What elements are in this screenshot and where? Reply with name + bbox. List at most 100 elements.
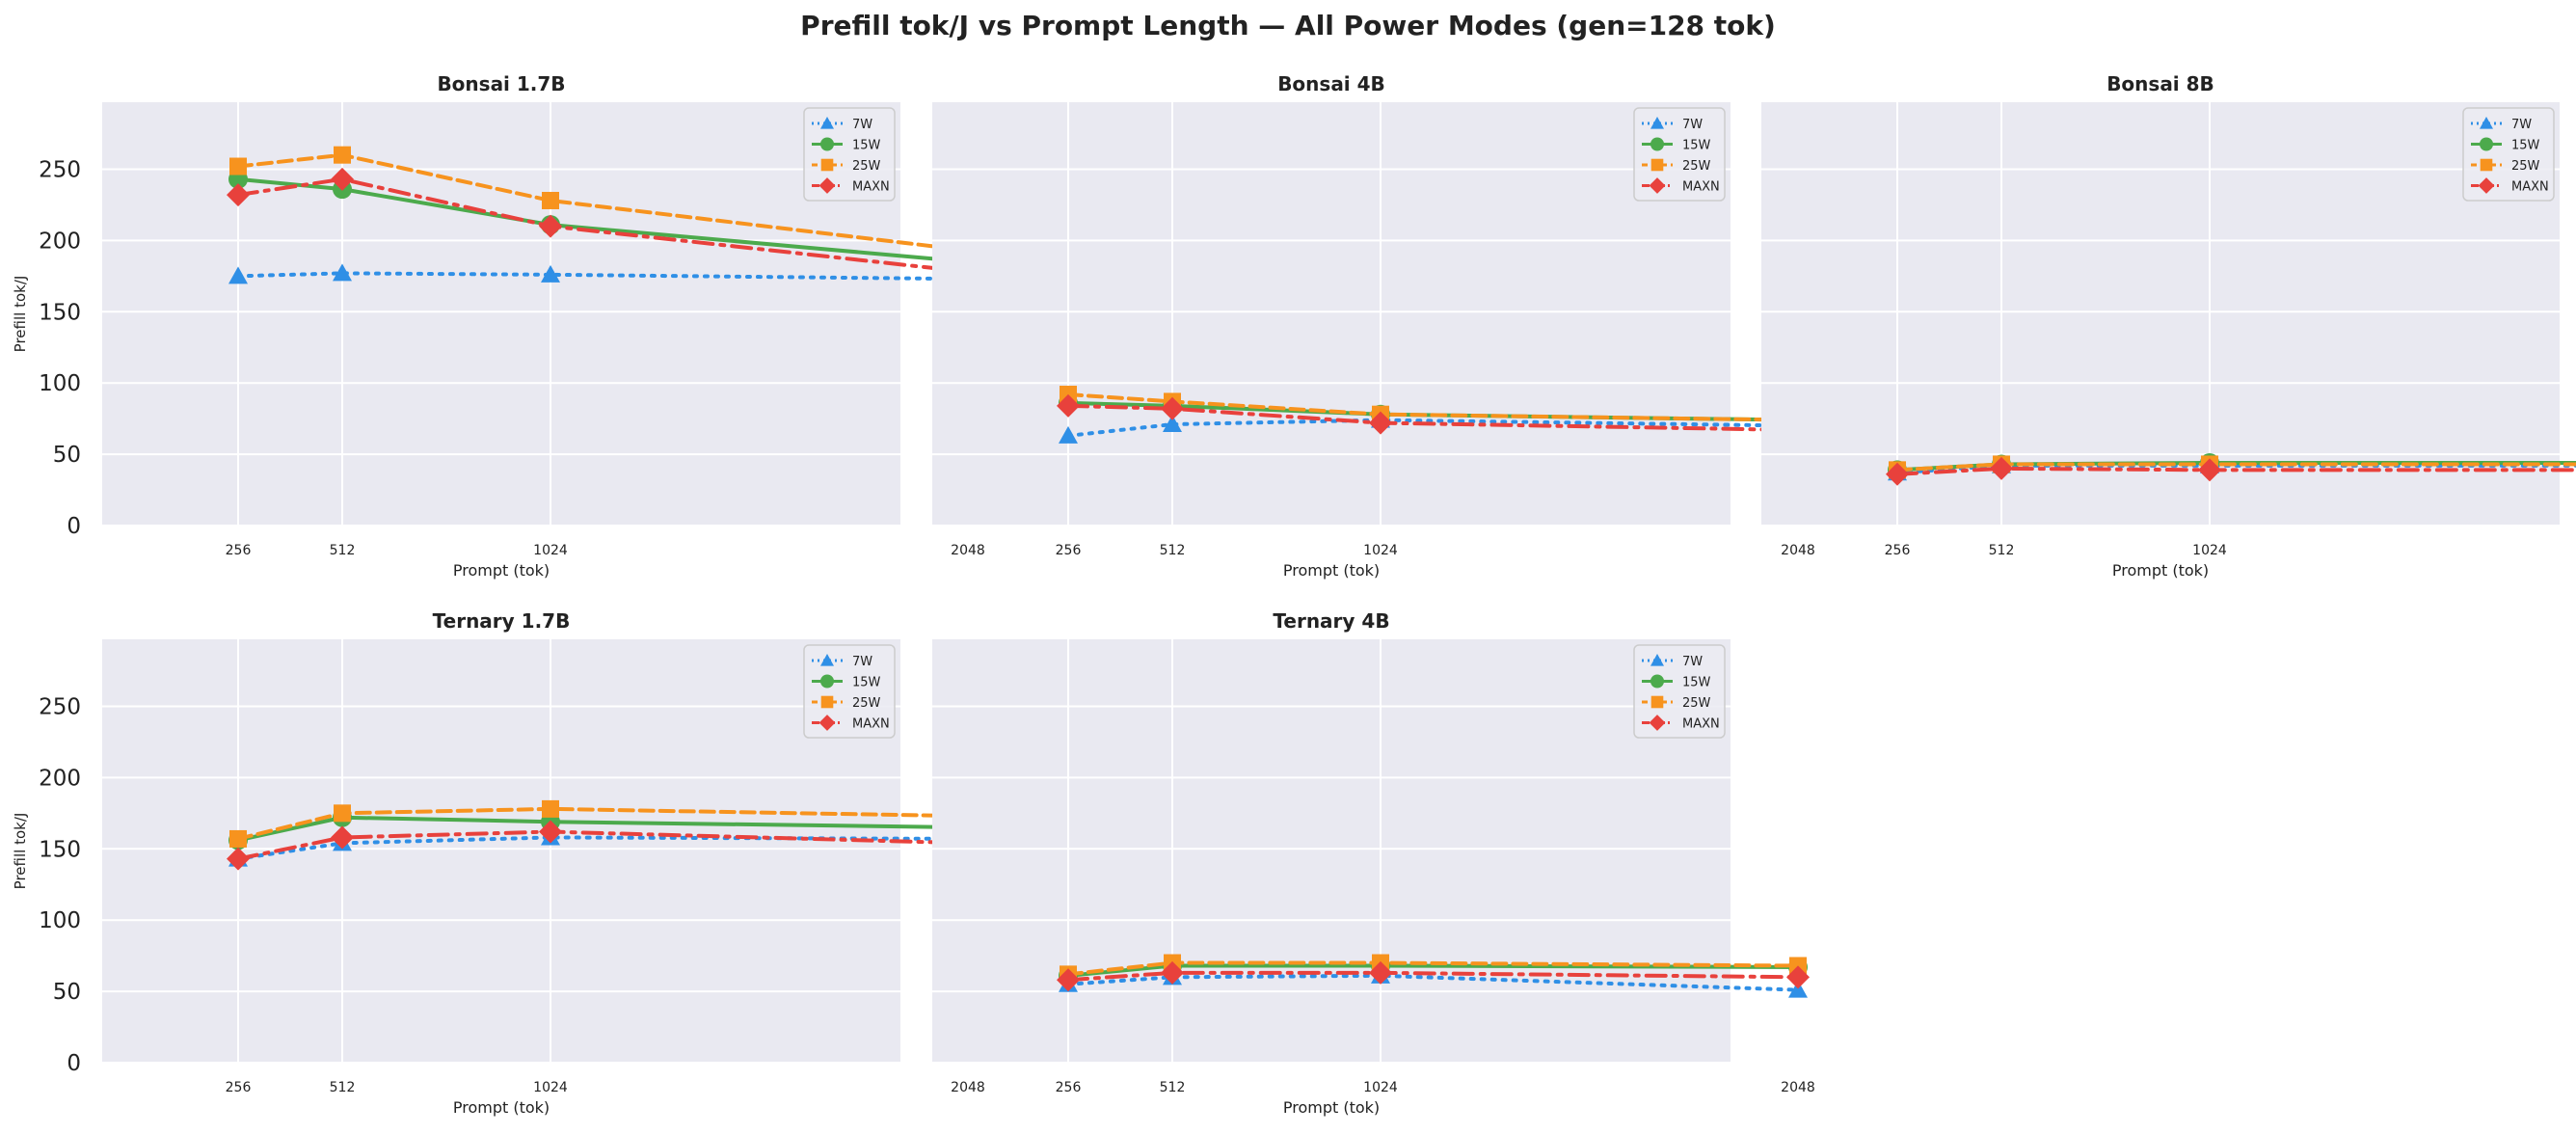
legend-label: 25W <box>1682 696 1711 711</box>
data-point-maxn <box>539 214 562 238</box>
data-point-maxn <box>539 820 562 844</box>
legend-marker-7w <box>2480 117 2493 129</box>
legend-marker-7w <box>1650 117 1664 129</box>
data-point-7w <box>1163 415 1182 433</box>
series-line-7w <box>236 835 970 861</box>
series-line-25w <box>236 806 970 841</box>
series-line-maxn <box>1066 403 1800 432</box>
x-tick-label: 256 <box>226 1080 252 1095</box>
y-tick-label: 250 <box>39 694 81 719</box>
series-line-25w <box>1066 960 1800 977</box>
series-line-maxn <box>236 829 970 861</box>
plot-area <box>932 639 1731 1063</box>
series-line-15w <box>236 815 970 843</box>
x-tick-label: 1024 <box>1363 543 1398 558</box>
x-tick-label: 256 <box>1885 543 1911 558</box>
y-tick-label: 100 <box>39 371 81 396</box>
y-axis-label: Prefill tok/J <box>12 276 29 353</box>
x-axis-label: Prompt (tok) <box>1283 561 1380 580</box>
legend-marker-7w <box>1650 654 1664 666</box>
legend-label: 15W <box>1682 676 1711 690</box>
subplot-4: Ternary 1.7B 0 50 100 150 200 250 Prefill tok/J… <box>12 609 985 1117</box>
legend-box <box>2462 107 2555 202</box>
x-axis-label: Prompt (tok) <box>1283 1098 1380 1117</box>
legend-box <box>803 107 896 202</box>
legend-label: 25W <box>852 696 881 711</box>
data-point-25w <box>334 146 351 164</box>
legend: 7W 15W 25W MAXN <box>803 107 896 202</box>
legend-marker-15w <box>820 137 834 151</box>
legend-label: 25W <box>852 159 881 174</box>
data-point-maxn <box>2198 458 2221 482</box>
legend: 7W 15W 25W MAXN <box>1633 644 1726 739</box>
x-tick-label: 512 <box>1989 543 2015 558</box>
subplot-5: Ternary 4B 256 512 1024 2048 Prompt (tok) 7W 15… <box>932 609 1815 1117</box>
x-axis-label: Prompt (tok) <box>453 1098 550 1117</box>
x-tick-label: 2048 <box>1781 1080 1815 1095</box>
x-tick-label: 2048 <box>1781 543 1815 558</box>
legend-box <box>803 644 896 739</box>
data-point-7w <box>333 263 352 282</box>
x-tick-label: 256 <box>1056 1080 1082 1095</box>
subplot-2: Bonsai 4B 256 512 1024 2048 Prompt (tok) 7W 15W… <box>932 72 1815 580</box>
x-tick-label: 2048 <box>951 1080 985 1095</box>
y-axis-label: Prefill tok/J <box>12 813 29 890</box>
legend-marker-maxn <box>2478 177 2495 194</box>
plot-area <box>932 102 1731 526</box>
series-line-maxn <box>1066 970 1800 983</box>
series-line-15w <box>236 176 970 264</box>
legend-marker-7w <box>820 117 834 129</box>
data-point-7w <box>1059 425 1078 444</box>
y-tick-label: 50 <box>53 980 81 1005</box>
legend-marker-maxn <box>818 715 836 731</box>
y-tick-label: 0 <box>67 514 81 539</box>
subplot-title: Bonsai 8B <box>2106 72 2214 95</box>
subplot-3: Bonsai 8B 256 512 1024 2048 Prompt (tok) 7W 15W… <box>1761 72 2576 580</box>
data-point-maxn <box>227 183 250 207</box>
x-tick-label: 256 <box>226 543 252 558</box>
legend-box <box>1633 644 1726 739</box>
data-point-7w <box>541 264 560 283</box>
y-tick-label: 250 <box>39 157 81 182</box>
series-line-maxn <box>236 176 970 274</box>
data-point-25w <box>542 191 559 209</box>
legend-marker-maxn <box>818 177 836 194</box>
legend: 7W 15W 25W MAXN <box>803 644 896 739</box>
subplot-title: Ternary 4B <box>1273 609 1389 633</box>
legend-marker-25w <box>2480 158 2493 172</box>
legend-marker-15w <box>1650 137 1664 151</box>
x-tick-label: 1024 <box>1363 1080 1398 1095</box>
x-axis-label: Prompt (tok) <box>2112 561 2209 580</box>
legend-label: MAXN <box>852 180 890 195</box>
data-point-25w <box>229 829 247 848</box>
series-line-25w <box>1895 462 2576 472</box>
legend-label: 7W <box>1682 118 1703 132</box>
series-line-maxn <box>1895 466 2576 476</box>
legend-label: MAXN <box>852 717 890 732</box>
data-point-maxn <box>1786 965 1810 989</box>
series-line-25w <box>1066 392 1800 422</box>
figure-title: Prefill tok/J vs Prompt Length — All Pow… <box>800 10 1776 41</box>
series-line-15w <box>1066 400 1800 422</box>
legend-label: MAXN <box>1682 717 1720 732</box>
legend-marker-15w <box>820 674 834 688</box>
series-line-7w <box>1066 973 1800 992</box>
plot-area <box>102 102 900 526</box>
x-tick-label: 256 <box>1056 543 1082 558</box>
subplot-title: Bonsai 1.7B <box>437 72 565 95</box>
subplot-title: Ternary 1.7B <box>433 609 571 633</box>
series-line-7w <box>1895 463 2576 475</box>
data-point-7w <box>228 266 248 284</box>
x-tick-label: 512 <box>330 543 356 558</box>
legend-label: 15W <box>852 676 881 690</box>
data-point-maxn <box>1369 960 1392 985</box>
x-tick-label: 1024 <box>533 1080 568 1095</box>
legend-label: MAXN <box>2511 180 2549 195</box>
legend-marker-maxn <box>1649 715 1666 731</box>
legend-label: 15W <box>1682 139 1711 153</box>
legend-marker-15w <box>1650 674 1664 688</box>
legend-box <box>1633 107 1726 202</box>
data-point-maxn <box>227 847 250 871</box>
